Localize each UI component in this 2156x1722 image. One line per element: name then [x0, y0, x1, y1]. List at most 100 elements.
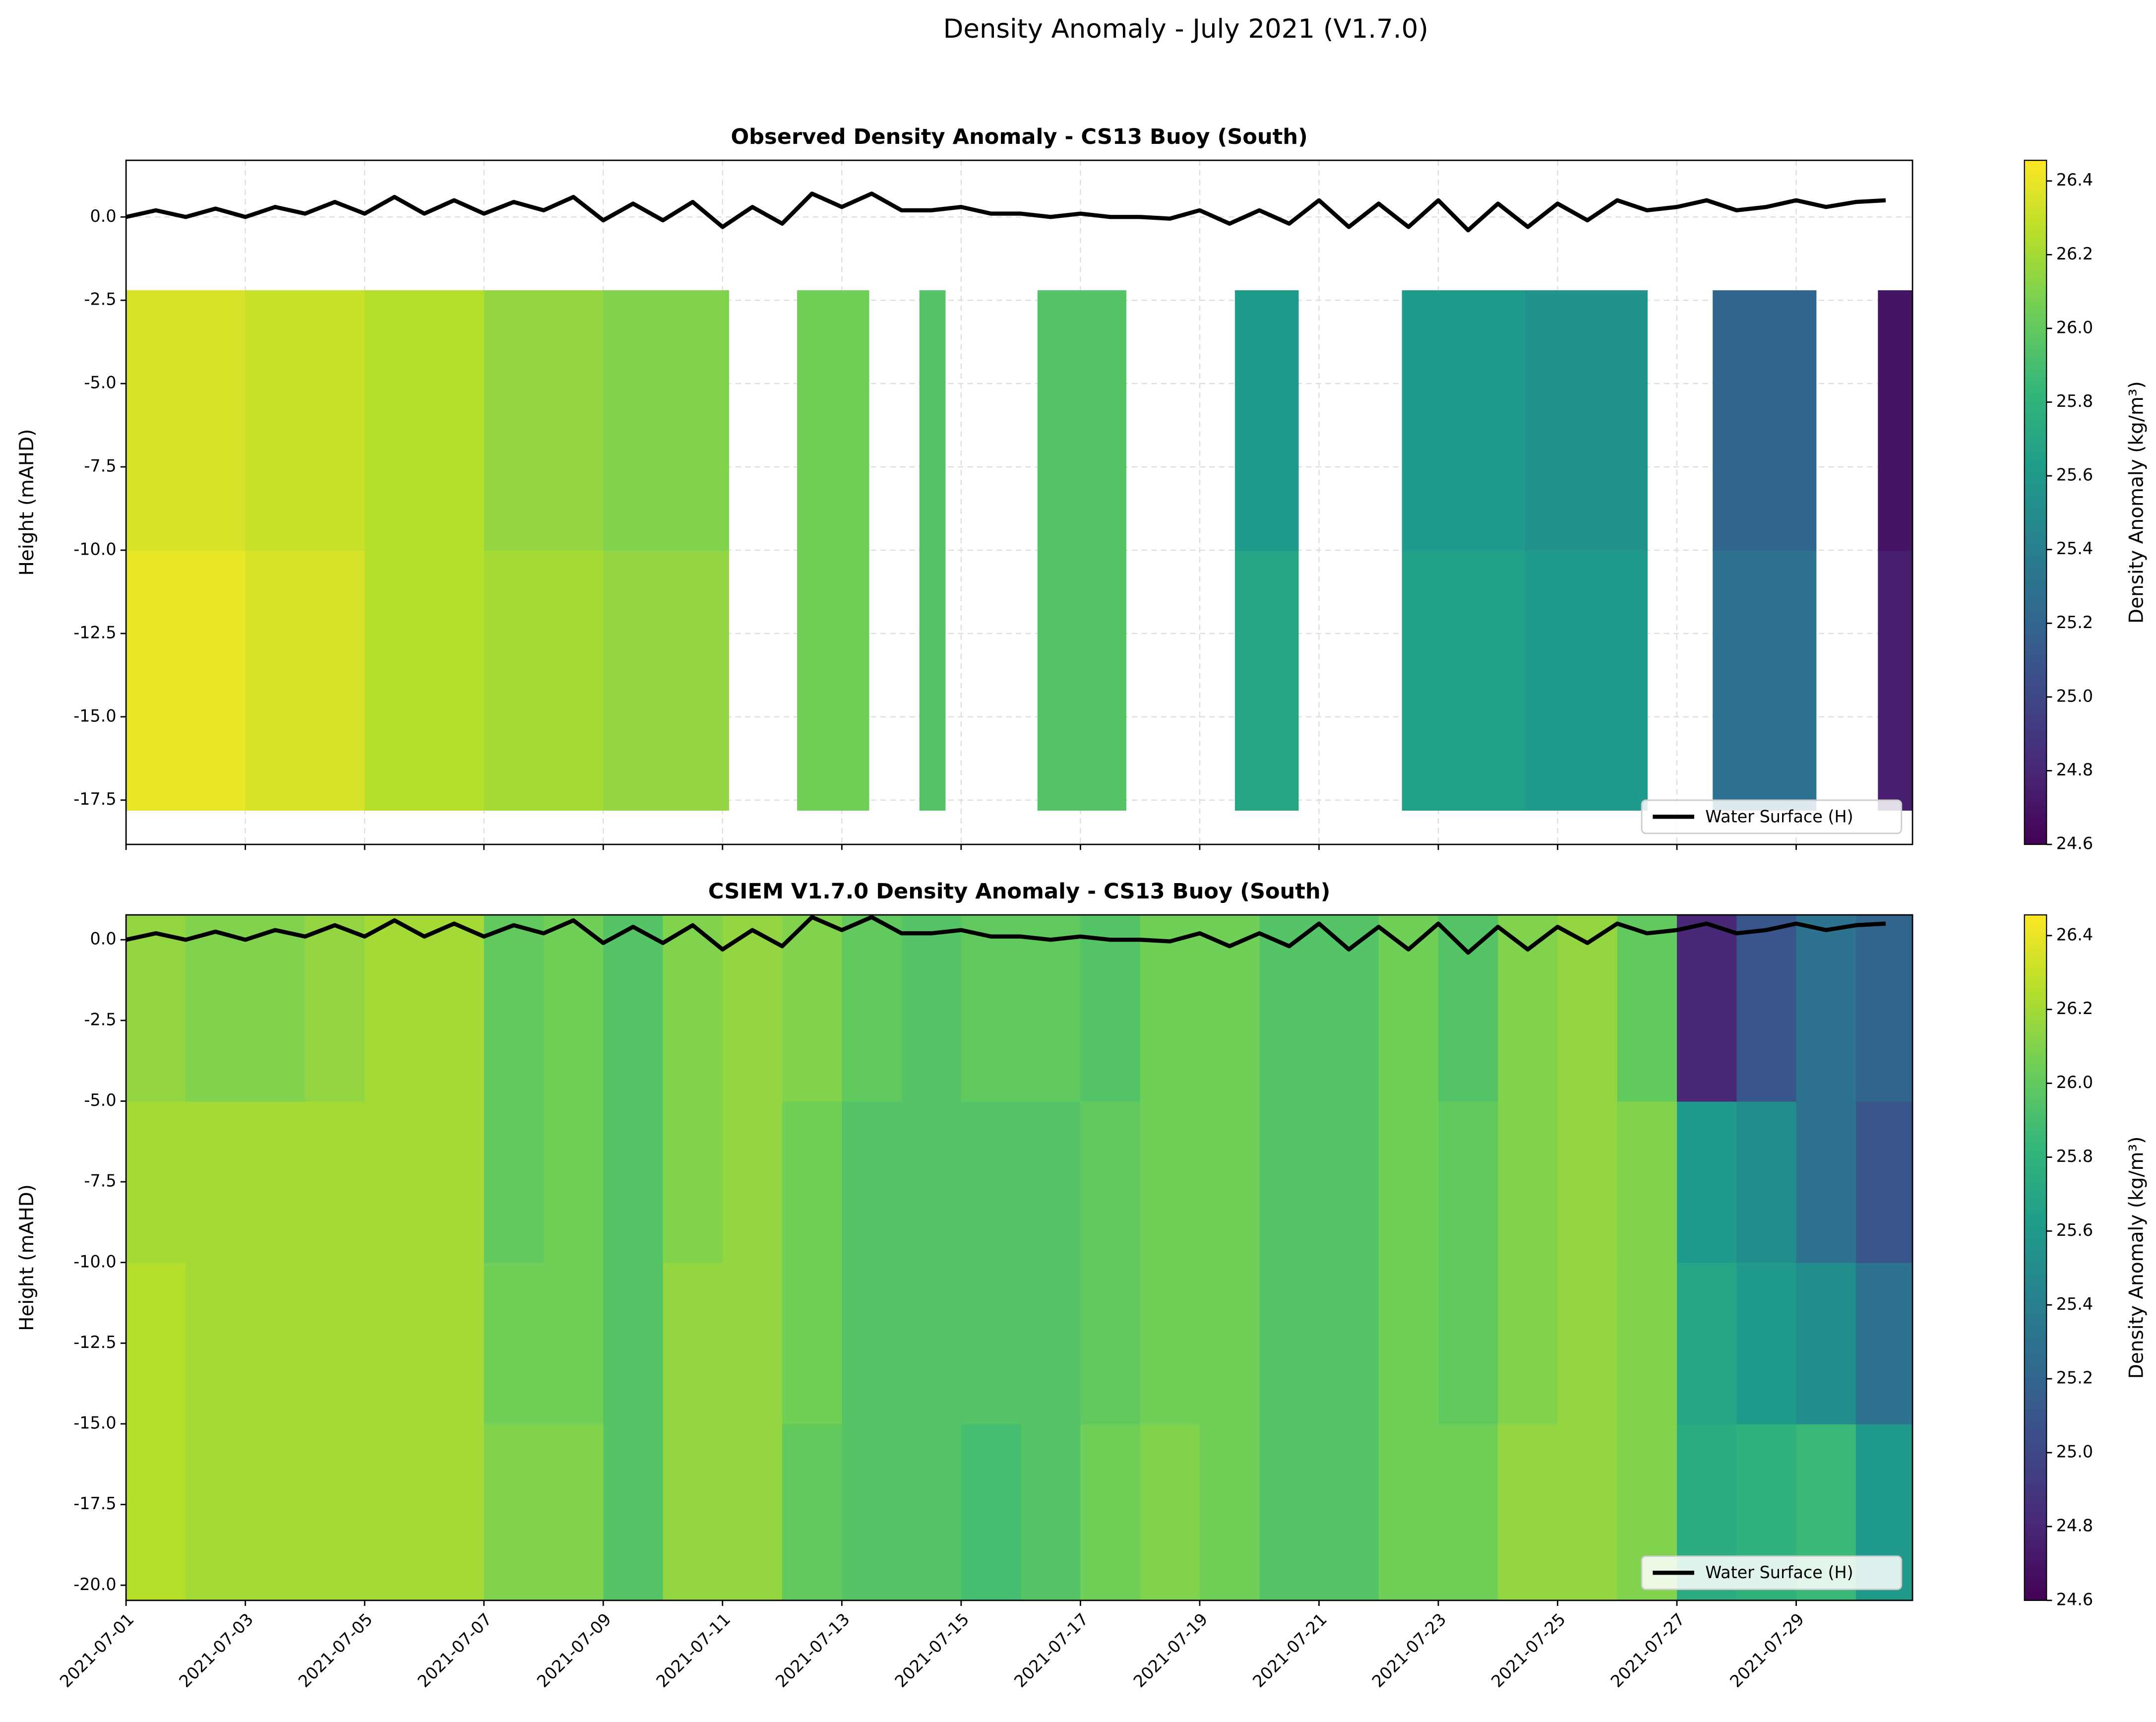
- heatmap-cell: [663, 915, 723, 1102]
- heatmap-cell: [305, 1262, 366, 1425]
- heatmap-cell: [126, 290, 246, 551]
- heatmap-cell: [1617, 1101, 1678, 1263]
- heatmap-cell: [1378, 915, 1439, 1102]
- heatmap-cell: [797, 550, 869, 811]
- y-tick-label: -20.0: [73, 1575, 116, 1594]
- heatmap-cell: [1378, 1101, 1439, 1263]
- heatmap-cell: [842, 1262, 902, 1425]
- x-tick-label: 2021-07-19: [1130, 1609, 1212, 1691]
- heatmap-cell: [722, 1262, 783, 1425]
- heatmap-cell: [1140, 1101, 1201, 1263]
- y-tick-label: -7.5: [84, 456, 116, 476]
- colorbar-tick-label: 25.8: [2056, 1147, 2093, 1166]
- heatmap-cell: [1021, 1424, 1081, 1601]
- heatmap-cell: [1140, 915, 1201, 1102]
- x-tick-label: 2021-07-21: [1249, 1609, 1331, 1691]
- heatmap-cell: [663, 1424, 723, 1601]
- x-tick-label: 2021-07-03: [175, 1609, 257, 1691]
- heatmap-cell: [961, 1262, 1022, 1425]
- y-tick-label: -5.0: [84, 373, 116, 392]
- x-tick-label: 2021-07-25: [1487, 1609, 1569, 1691]
- heatmap-cell: [126, 915, 186, 1102]
- y-tick-label: -7.5: [84, 1171, 116, 1191]
- heatmap-cell: [1438, 915, 1499, 1102]
- heatmap-cell: [1402, 290, 1526, 551]
- heatmap-cell: [1140, 1424, 1201, 1601]
- colorbar-tick-label: 25.6: [2056, 1220, 2093, 1240]
- heatmap-cell: [1796, 1262, 1856, 1425]
- heatmap-cell: [185, 1101, 246, 1263]
- colorbar-tick-label: 24.6: [2056, 834, 2093, 853]
- heatmap-cell: [1378, 1424, 1439, 1601]
- heatmap-cell: [1438, 1101, 1499, 1263]
- heatmap-cell: [663, 1101, 723, 1263]
- heatmap-cell: [1402, 550, 1526, 811]
- heatmap-cell: [1438, 1424, 1499, 1601]
- heatmap-cell: [126, 1101, 186, 1263]
- x-tick-label: 2021-07-15: [891, 1609, 973, 1691]
- heatmap-cell: [1199, 1424, 1260, 1601]
- heatmap-cell: [901, 1101, 962, 1263]
- heatmap-cell: [919, 550, 946, 811]
- heatmap-cell: [1557, 1424, 1618, 1601]
- legend-label: Water Surface (H): [1705, 1563, 1853, 1582]
- heatmap-cell: [1319, 915, 1379, 1102]
- legend-label: Water Surface (H): [1705, 807, 1853, 826]
- heatmap-cell: [1234, 550, 1299, 811]
- heatmap-cell: [365, 915, 425, 1102]
- heatmap-cell: [603, 550, 729, 811]
- heatmap-cell: [901, 1262, 962, 1425]
- heatmap-cell: [722, 915, 783, 1102]
- heatmap-cell: [1713, 550, 1817, 811]
- heatmap-cell: [1855, 915, 1913, 1102]
- heatmap-cell: [663, 1262, 723, 1425]
- heatmap-cell: [901, 915, 962, 1102]
- heatmap-cell: [424, 1424, 485, 1601]
- heatmap-cell: [1021, 1262, 1081, 1425]
- heatmap-cell: [126, 550, 246, 811]
- heatmap-cell: [1855, 1101, 1913, 1263]
- heatmap-cell: [245, 1424, 306, 1601]
- colorbar-tick-label: 24.6: [2056, 1590, 2093, 1609]
- heatmap-cell: [1259, 1424, 1320, 1601]
- heatmap-cell: [1199, 915, 1260, 1102]
- colorbar-tick-label: 24.8: [2056, 760, 2093, 779]
- heatmap-cell: [1525, 550, 1648, 811]
- heatmap-cell: [1878, 290, 1913, 551]
- heatmap-cell: [1259, 915, 1320, 1102]
- heatmap-cell: [1438, 1262, 1499, 1425]
- heatmap-cell: [484, 1101, 545, 1263]
- heatmap-cell: [484, 550, 604, 811]
- heatmap-cell: [842, 1101, 902, 1263]
- heatmap-cell: [1234, 290, 1299, 551]
- heatmap-cell: [305, 1101, 366, 1263]
- heatmap-cell: [1677, 1101, 1737, 1263]
- colorbar-tick-label: 25.2: [2056, 613, 2093, 632]
- heatmap-cell: [245, 290, 366, 551]
- y-tick-label: -5.0: [84, 1090, 116, 1110]
- heatmap-cell: [1498, 1424, 1558, 1601]
- heatmap-cell: [901, 1424, 962, 1601]
- y-tick-label: -2.5: [84, 290, 116, 309]
- heatmap-cell: [1713, 290, 1817, 551]
- heatmap-cell: [1080, 1101, 1141, 1263]
- heatmap-cell: [185, 1262, 246, 1425]
- heatmap-cell: [245, 550, 366, 811]
- y-tick-label: 0.0: [90, 206, 117, 226]
- heatmap-cell: [1677, 1262, 1737, 1425]
- heatmap-cell: [782, 1424, 843, 1601]
- colorbar-tick-label: 25.6: [2056, 465, 2093, 485]
- heatmap-cell: [1498, 915, 1558, 1102]
- heatmap-cell: [365, 1101, 425, 1263]
- heatmap-cell: [1617, 915, 1678, 1102]
- plot-frame: [125, 914, 1913, 1601]
- colorbar-tick-label: 25.2: [2056, 1368, 2093, 1388]
- heatmap-cell: [185, 915, 246, 1102]
- heatmap-cell: [722, 1101, 783, 1263]
- heatmap-cell: [1498, 1101, 1558, 1263]
- heatmap-cell: [1080, 1262, 1141, 1425]
- heatmap-cell: [1617, 1262, 1678, 1425]
- heatmap-cell: [543, 1101, 604, 1263]
- heatmap-cell: [961, 1101, 1022, 1263]
